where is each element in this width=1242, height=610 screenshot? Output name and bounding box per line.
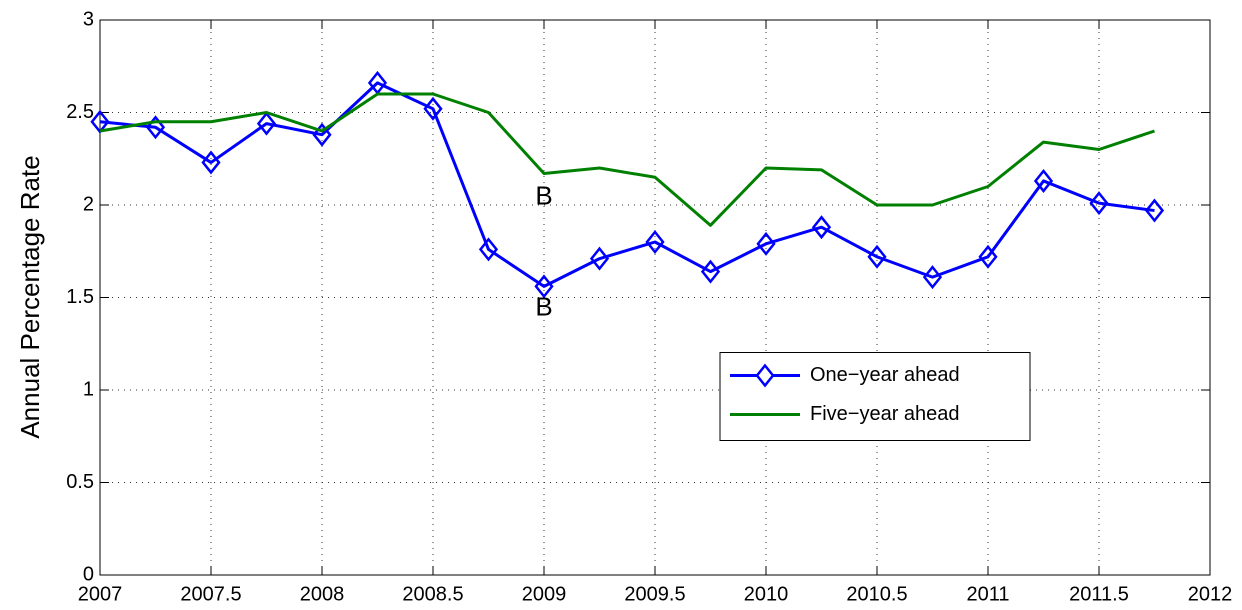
data-point xyxy=(978,244,998,269)
x-tick-label: 2008.5 xyxy=(402,583,463,605)
y-tick-label: 0.5 xyxy=(66,471,94,493)
y-tick-label: 3 xyxy=(83,8,94,30)
legend-label: One−year ahead xyxy=(810,364,960,386)
x-tick-label: 2011.5 xyxy=(1069,583,1129,605)
data-point xyxy=(645,229,665,255)
legend-label: Five−year ahead xyxy=(810,403,960,425)
series-line xyxy=(99,81,1155,288)
data-point xyxy=(922,265,943,290)
x-tick-label: 2010 xyxy=(744,583,789,605)
y-tick-label: 2 xyxy=(83,193,94,215)
data-point xyxy=(201,150,221,175)
data-point xyxy=(700,259,721,284)
legend-marker xyxy=(755,363,775,388)
data-point xyxy=(589,246,610,271)
series-line xyxy=(99,92,1155,227)
annotation: B xyxy=(535,180,552,210)
y-tick-label: 2.5 xyxy=(66,101,94,123)
x-tick-label: 2007.5 xyxy=(180,583,241,605)
x-tick-label: 2011 xyxy=(966,583,1009,605)
legend-box xyxy=(719,352,1031,441)
data-point xyxy=(534,274,554,299)
y-tick-label: 1.5 xyxy=(66,286,94,308)
data-point xyxy=(867,244,887,269)
x-tick-label: 2009.5 xyxy=(624,583,685,605)
y-axis-label: Annual Percentage Rate xyxy=(15,155,45,438)
x-tick-label: 2008 xyxy=(300,583,345,605)
data-point xyxy=(1089,191,1109,216)
x-tick-label: 2012 xyxy=(1188,583,1233,605)
data-point xyxy=(423,96,443,121)
data-point xyxy=(478,237,499,262)
x-tick-label: 2010.5 xyxy=(846,583,907,605)
data-point xyxy=(1144,198,1165,223)
plot-frame xyxy=(99,19,1211,576)
x-tick-label: 2007 xyxy=(78,583,123,605)
data-point xyxy=(90,109,110,134)
x-tick-label: 2009 xyxy=(522,583,567,605)
y-tick-label: 1 xyxy=(83,378,94,400)
annotation: B xyxy=(535,291,552,321)
data-point xyxy=(811,215,832,240)
data-point xyxy=(756,231,776,256)
data-point xyxy=(256,111,277,136)
y-tick-label: 0 xyxy=(83,563,94,585)
data-point xyxy=(1033,168,1054,193)
data-point xyxy=(312,122,332,147)
legend: One−year ahead Five−year ahead xyxy=(719,352,1031,441)
